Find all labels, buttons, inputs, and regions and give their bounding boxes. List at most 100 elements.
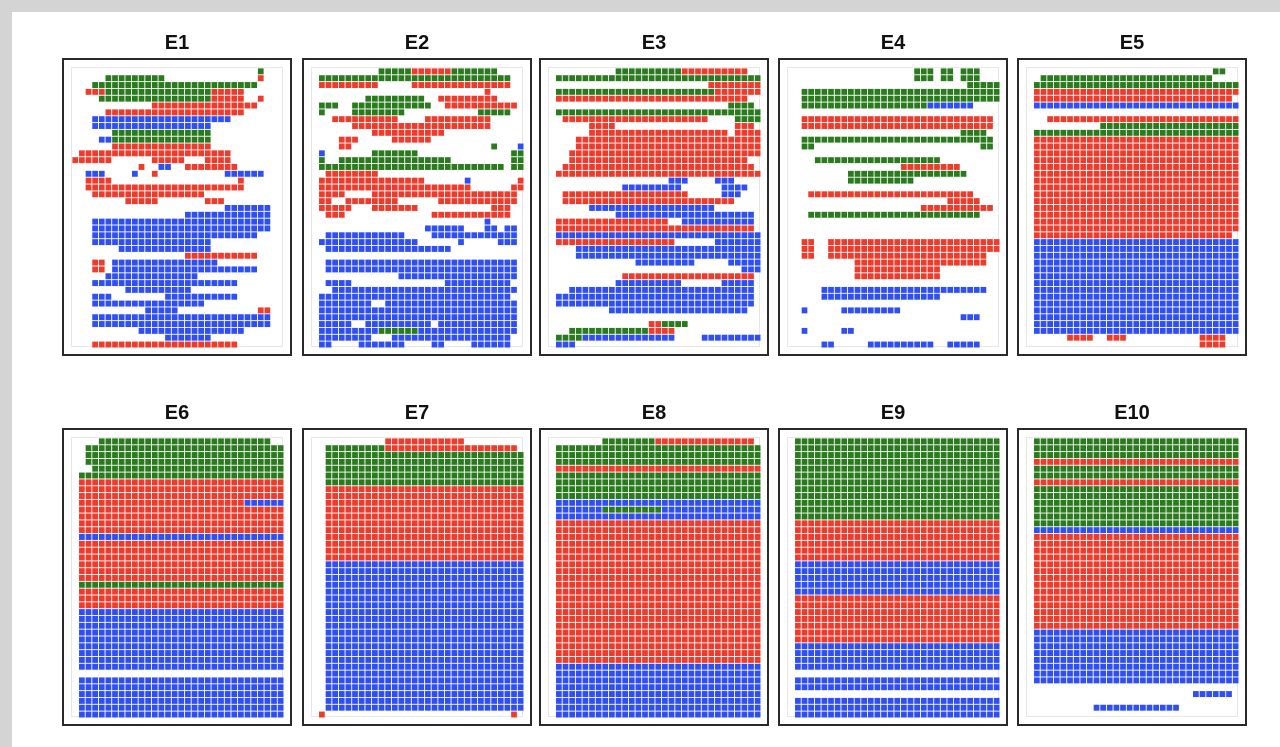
tile-cell: [748, 334, 754, 341]
tile-cell: [198, 245, 204, 252]
tile-cell: [1179, 327, 1186, 334]
tile-cell: [1113, 157, 1120, 164]
tile-cell: [151, 452, 158, 458]
tile-cell: [198, 116, 204, 123]
tile-cell: [556, 239, 562, 246]
tile-cell: [867, 293, 874, 300]
tile-cell: [165, 506, 171, 513]
tile-cell: [1206, 157, 1212, 164]
tile-cell: [332, 259, 338, 266]
tile-cell: [398, 102, 405, 109]
tile-cell: [1053, 314, 1060, 321]
tile-cell: [464, 82, 471, 88]
tile-cell: [1100, 129, 1106, 136]
tile-cell: [881, 123, 887, 129]
tile-cell: [171, 245, 178, 252]
tile-cell: [118, 136, 125, 143]
tile-cell: [861, 102, 867, 109]
tile-cell: [264, 479, 271, 486]
tile-cell: [914, 252, 920, 259]
tile-cell: [418, 191, 425, 198]
tile-cell: [132, 602, 138, 609]
tile-cell: [582, 225, 589, 232]
tile-cell: [418, 164, 425, 170]
tile-cell: [1053, 116, 1060, 123]
tile-cell: [1140, 245, 1146, 252]
tile-cell: [920, 252, 927, 259]
tile-cell: [125, 239, 132, 246]
tile-cell: [431, 327, 438, 334]
tile-cell: [715, 95, 721, 102]
tile-cell: [1140, 184, 1146, 191]
tile-cell: [1100, 198, 1106, 205]
tile-cell: [338, 116, 345, 123]
tile-cell: [98, 465, 105, 472]
tile-cell: [92, 445, 98, 452]
tile-cell: [1193, 150, 1199, 157]
tile-cell: [431, 129, 438, 136]
tile-cell: [325, 239, 332, 246]
tile-cell: [1193, 129, 1199, 136]
tile-cell: [385, 266, 391, 273]
tile-cell: [425, 102, 431, 109]
tile-cell: [648, 150, 655, 157]
tile-cell: [125, 438, 132, 445]
tile-cell: [622, 150, 628, 157]
tile-cell: [478, 314, 484, 321]
tile-cell: [151, 513, 158, 520]
tile-cell: [319, 341, 325, 348]
tile-cell: [438, 314, 444, 321]
tile-cell: [244, 170, 251, 177]
tile-cell: [662, 273, 668, 280]
tile-cell: [1186, 95, 1193, 102]
tile-cell: [675, 143, 681, 150]
tile-cell: [688, 198, 695, 205]
tile-cell: [914, 88, 920, 95]
tile-cell: [105, 75, 112, 82]
tile-cell: [385, 239, 391, 246]
tile-cell: [151, 232, 158, 239]
tile-cell: [1212, 252, 1219, 259]
tile-cell: [628, 116, 635, 123]
tile-cell: [145, 245, 151, 252]
tile-cell: [218, 493, 224, 499]
tile-cell: [132, 609, 138, 616]
tile-cell: [1193, 88, 1199, 95]
tile-cell: [881, 136, 887, 143]
tile-cell: [478, 75, 484, 82]
tile-cell: [940, 286, 947, 293]
tile-cell: [211, 513, 218, 520]
tile-cell: [425, 225, 431, 232]
tile-cell: [1232, 252, 1239, 259]
tile-cell: [451, 280, 458, 287]
tile-cell: [319, 150, 325, 157]
tile-cell: [602, 218, 609, 225]
tile-cell: [271, 602, 277, 609]
tile-cell: [1060, 198, 1067, 205]
tile-cell: [681, 321, 688, 328]
tile-cell: [1100, 157, 1106, 164]
tile-cell: [1193, 273, 1199, 280]
tile-cell: [688, 136, 695, 143]
tile-cell: [98, 452, 105, 458]
tile-cell: [569, 239, 575, 246]
tile-cell: [635, 327, 642, 334]
tile-cell: [801, 307, 808, 314]
tile-cell: [125, 479, 132, 486]
tile-cell: [471, 82, 478, 88]
tile-cell: [575, 75, 582, 82]
tile-cell: [511, 266, 517, 273]
tile-cell: [861, 245, 867, 252]
tile-cell: [138, 239, 145, 246]
tile-cell: [1034, 184, 1040, 191]
tile-cell: [1199, 211, 1206, 218]
tile-cell: [218, 88, 224, 95]
tile-cell: [504, 293, 511, 300]
tile-cell: [734, 191, 741, 198]
tile-cell: [1199, 116, 1206, 123]
tile-cell: [1106, 157, 1113, 164]
tile-cell: [854, 191, 861, 198]
tile-cell: [171, 520, 178, 527]
tile-cell: [118, 499, 125, 506]
tile-cell: [1106, 273, 1113, 280]
